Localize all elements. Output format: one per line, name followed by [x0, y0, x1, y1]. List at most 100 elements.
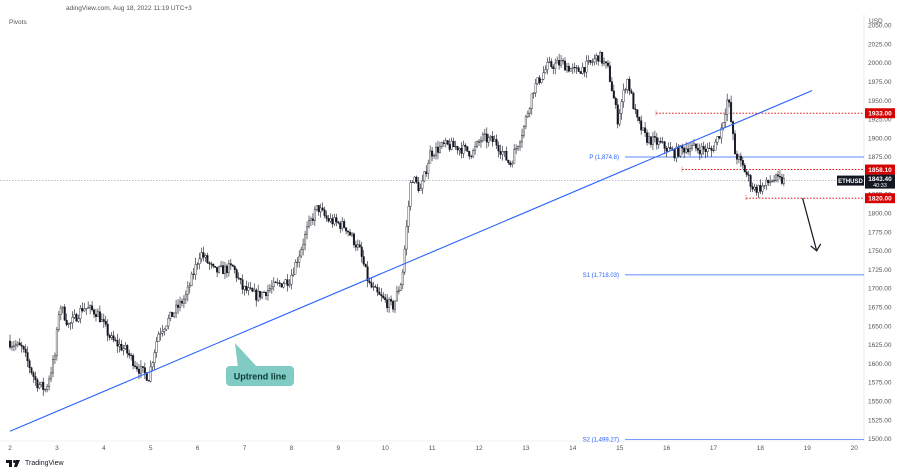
candle-body: [388, 299, 391, 309]
y-tick-label: 2050.00: [868, 23, 892, 30]
candle-body: [93, 309, 96, 315]
level-badge-label: 1820.00: [868, 195, 892, 202]
candle-body: [333, 217, 336, 225]
candle-body: [640, 120, 643, 131]
candle-body: [579, 71, 582, 74]
candle-body: [413, 176, 416, 183]
candle-body: [698, 149, 701, 155]
candle-body: [335, 217, 338, 223]
candle-body: [407, 206, 410, 227]
candle-body: [296, 261, 299, 263]
candle-body: [165, 325, 168, 330]
candle-body: [51, 359, 54, 374]
candle-body: [46, 386, 49, 390]
candle-body: [120, 344, 123, 351]
candle-body: [313, 209, 316, 221]
candle-body: [401, 271, 404, 285]
candle-body: [605, 61, 608, 64]
candle-body: [319, 207, 322, 213]
candle-body: [513, 149, 516, 164]
candle-body: [487, 137, 490, 143]
candle-body: [773, 180, 776, 182]
candle-body: [522, 125, 525, 136]
candle-body: [741, 160, 744, 166]
candle-body: [495, 139, 498, 146]
candle-body: [161, 331, 164, 334]
candle-body: [130, 355, 133, 357]
candle-body: [395, 291, 398, 302]
candle-body: [372, 286, 375, 288]
candle-body: [315, 205, 318, 210]
candle-body: [472, 149, 475, 157]
candle-body: [30, 367, 33, 374]
candle-body: [562, 60, 565, 62]
candle-body: [55, 329, 58, 357]
candle-body: [763, 185, 766, 187]
candle-body: [102, 319, 105, 322]
candle-body: [94, 313, 97, 317]
candle-body: [12, 345, 15, 347]
candle-body: [689, 148, 692, 153]
candle-body: [48, 378, 51, 387]
candle-body: [782, 178, 785, 184]
candle-body: [620, 101, 623, 114]
pivot-label: S1 (1,718.03): [583, 273, 619, 279]
candle-body: [405, 226, 408, 250]
candle-body: [669, 147, 672, 150]
uptrend-callout-label: Uptrend line: [234, 372, 287, 382]
candle-body: [384, 297, 387, 301]
candle-body: [382, 295, 385, 298]
candle-body: [696, 147, 699, 151]
candle-body: [648, 136, 651, 143]
candle-body: [780, 176, 783, 184]
candle-body: [261, 292, 264, 298]
candle-body: [14, 344, 17, 347]
candle-body: [118, 344, 121, 347]
candle-body: [468, 151, 471, 157]
candle-body: [341, 221, 344, 229]
x-tick-label: 12: [475, 445, 483, 452]
indicator-label[interactable]: Pivots: [9, 19, 27, 26]
projection-arrow-head-icon: [810, 243, 822, 252]
candle-body: [182, 298, 185, 304]
candle-body: [460, 148, 463, 154]
candle-body: [208, 262, 211, 265]
candle-body: [560, 60, 563, 66]
candle-body: [489, 136, 492, 138]
candle-body: [659, 140, 662, 143]
candle-body: [145, 372, 148, 381]
candle-body: [347, 230, 350, 233]
candle-body: [200, 252, 203, 260]
candle-body: [714, 141, 717, 151]
candle-body: [306, 226, 309, 235]
candle-body: [116, 340, 119, 347]
candle-body: [706, 147, 709, 152]
candle-body: [390, 299, 393, 302]
candle-body: [69, 322, 72, 324]
candle-body: [309, 218, 312, 221]
candle-body: [235, 269, 238, 279]
candle-body: [732, 121, 735, 134]
candle-body: [585, 60, 588, 73]
candle-body: [634, 108, 637, 110]
candle-body: [612, 90, 615, 99]
candle-body: [345, 227, 348, 232]
candle-body: [534, 83, 537, 94]
candle-body: [253, 289, 256, 292]
x-tick-label: 9: [336, 445, 340, 452]
uptrend-callout: [226, 366, 294, 386]
candle-body: [374, 286, 377, 288]
candle-body: [196, 263, 199, 265]
candle-body: [722, 122, 725, 129]
x-tick-label: 7: [243, 445, 247, 452]
candle-body: [331, 218, 334, 225]
candle-body: [311, 218, 314, 221]
candle-body: [778, 176, 781, 178]
candle-body: [485, 133, 488, 143]
candle-body: [616, 104, 619, 125]
candle-body: [180, 300, 183, 304]
candle-body: [339, 222, 342, 229]
candle-body: [304, 233, 307, 245]
candle-body: [83, 308, 86, 312]
